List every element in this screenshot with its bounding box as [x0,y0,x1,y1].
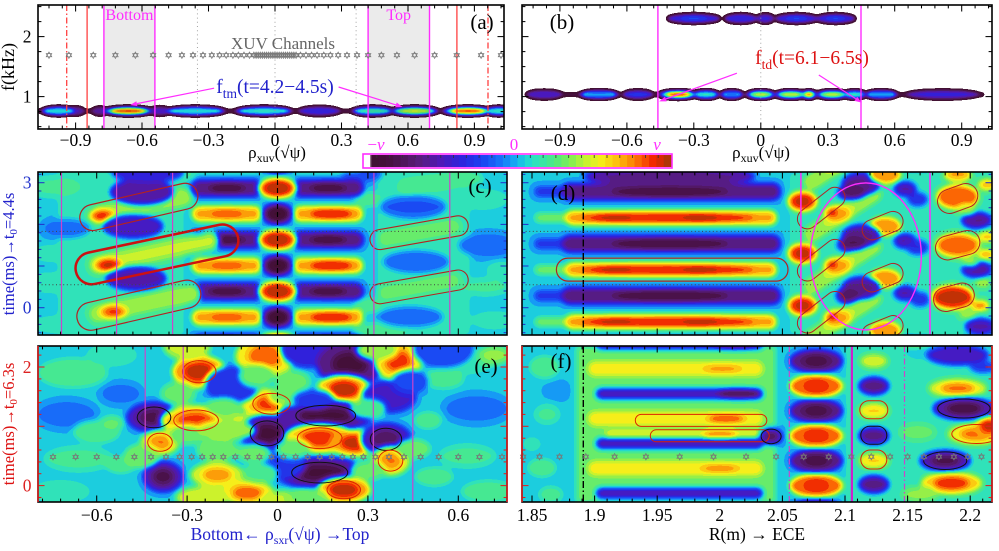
svg-text:0.6: 0.6 [447,505,469,525]
svg-text:2: 2 [23,27,32,47]
svg-text:1.85: 1.85 [517,505,548,525]
svg-text:(d): (d) [551,181,576,205]
svg-text:−0.3: −0.3 [193,130,225,150]
svg-text:0.6: 0.6 [397,130,419,150]
svg-text:−0.9: −0.9 [60,130,92,150]
svg-text:3: 3 [23,173,32,193]
svg-text:time(ms)→t0=4.4s: time(ms)→t0=4.4s [0,193,20,316]
svg-text:2.15: 2.15 [892,505,923,525]
svg-text:−0.6: −0.6 [81,505,113,525]
svg-text:1.9: 1.9 [584,505,606,525]
svg-text:1.95: 1.95 [642,505,673,525]
svg-text:0.3: 0.3 [331,130,353,150]
svg-text:R(m) → ECE: R(m) → ECE [709,524,805,544]
svg-text:0.6: 0.6 [884,130,906,150]
svg-text:(a): (a) [470,10,493,34]
svg-text:XUV Channels: XUV Channels [231,34,335,53]
svg-text:ρxuv(√ψ): ρxuv(√ψ) [248,143,306,165]
svg-text:v: v [653,135,661,154]
svg-text:0.3: 0.3 [817,130,839,150]
svg-text:0.9: 0.9 [951,130,973,150]
svg-text:0: 0 [23,476,32,496]
svg-text:−0.3: −0.3 [678,130,710,150]
svg-text:2.2: 2.2 [959,505,981,525]
svg-text:2.05: 2.05 [767,505,798,525]
svg-text:0: 0 [273,505,282,525]
svg-text:1: 1 [23,87,32,107]
svg-text:(f): (f) [551,349,572,373]
svg-text:Bottom← ρsxr(√ψ) →Top: Bottom← ρsxr(√ψ) →Top [191,524,370,546]
svg-text:0: 0 [23,298,32,318]
svg-text:−0.3: −0.3 [171,505,203,525]
svg-text:Top: Top [386,7,411,24]
svg-text:0.3: 0.3 [357,505,379,525]
svg-text:time(ms)→t0=6.3s: time(ms)→t0=6.3s [0,363,20,486]
svg-text:0.9: 0.9 [464,130,486,150]
svg-text:2.1: 2.1 [834,505,856,525]
svg-text:(b): (b) [550,10,575,34]
svg-text:(e): (e) [474,354,497,378]
svg-text:f(kHz): f(kHz) [0,43,19,91]
svg-text:(c): (c) [468,174,491,198]
svg-text:2: 2 [23,357,32,377]
svg-text:−v: −v [367,135,385,154]
svg-text:Bottom: Bottom [105,7,154,24]
svg-text:ftd(t=6.1−6.5s): ftd(t=6.1−6.5s) [755,48,869,72]
svg-text:−0.6: −0.6 [126,130,158,150]
svg-text:−0.6: −0.6 [611,130,643,150]
svg-text:2: 2 [715,505,724,525]
svg-text:0: 0 [510,135,519,154]
svg-text:−0.9: −0.9 [544,130,576,150]
svg-text:ρxuv(√ψ): ρxuv(√ψ) [732,143,790,165]
